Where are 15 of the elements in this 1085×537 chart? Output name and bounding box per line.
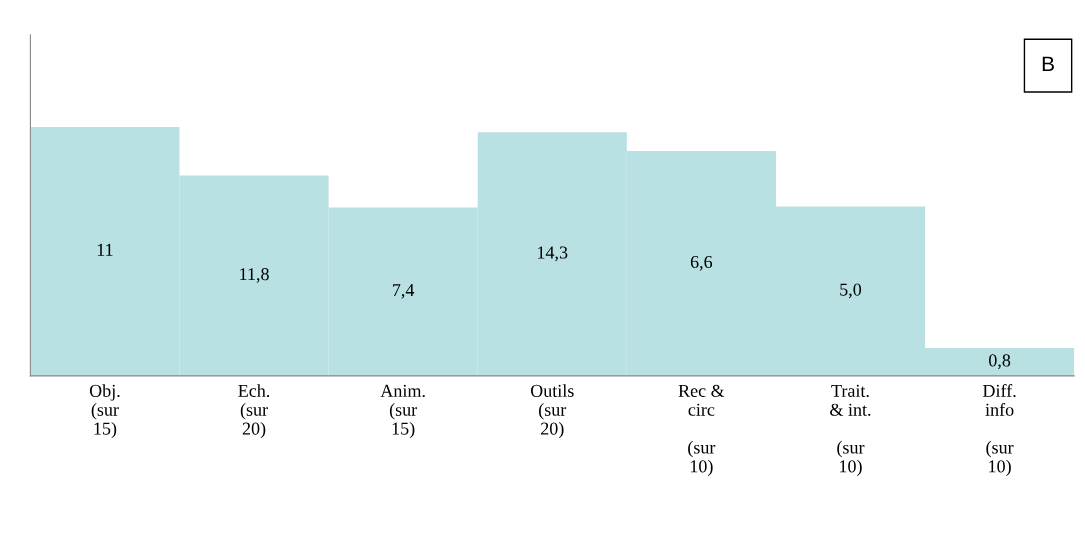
category-label: Rec & circ (sur 10) <box>678 384 725 477</box>
annotation: 5,0 <box>840 283 862 299</box>
category-label: Trait. & int. (sur 10) <box>830 384 871 477</box>
x-tick-label: Anim. (sur 15) <box>380 384 425 439</box>
x-tick-label: Ech. (sur 20) <box>238 384 270 439</box>
annotation: 11,8 <box>240 268 269 283</box>
annotation: 6,6 <box>690 255 713 271</box>
annotation: 11 <box>97 243 113 256</box>
text: B <box>1042 56 1054 71</box>
x-tick-label: Obj. (sur 15) <box>89 384 120 439</box>
category-label: Diff. info (sur 10) <box>982 384 1016 477</box>
annotation: 14,3 <box>538 246 568 262</box>
annotation: 7,4 <box>393 284 415 299</box>
annotation: 0,8 <box>989 354 1011 370</box>
x-tick-label: Outils (sur 20) <box>530 384 574 439</box>
